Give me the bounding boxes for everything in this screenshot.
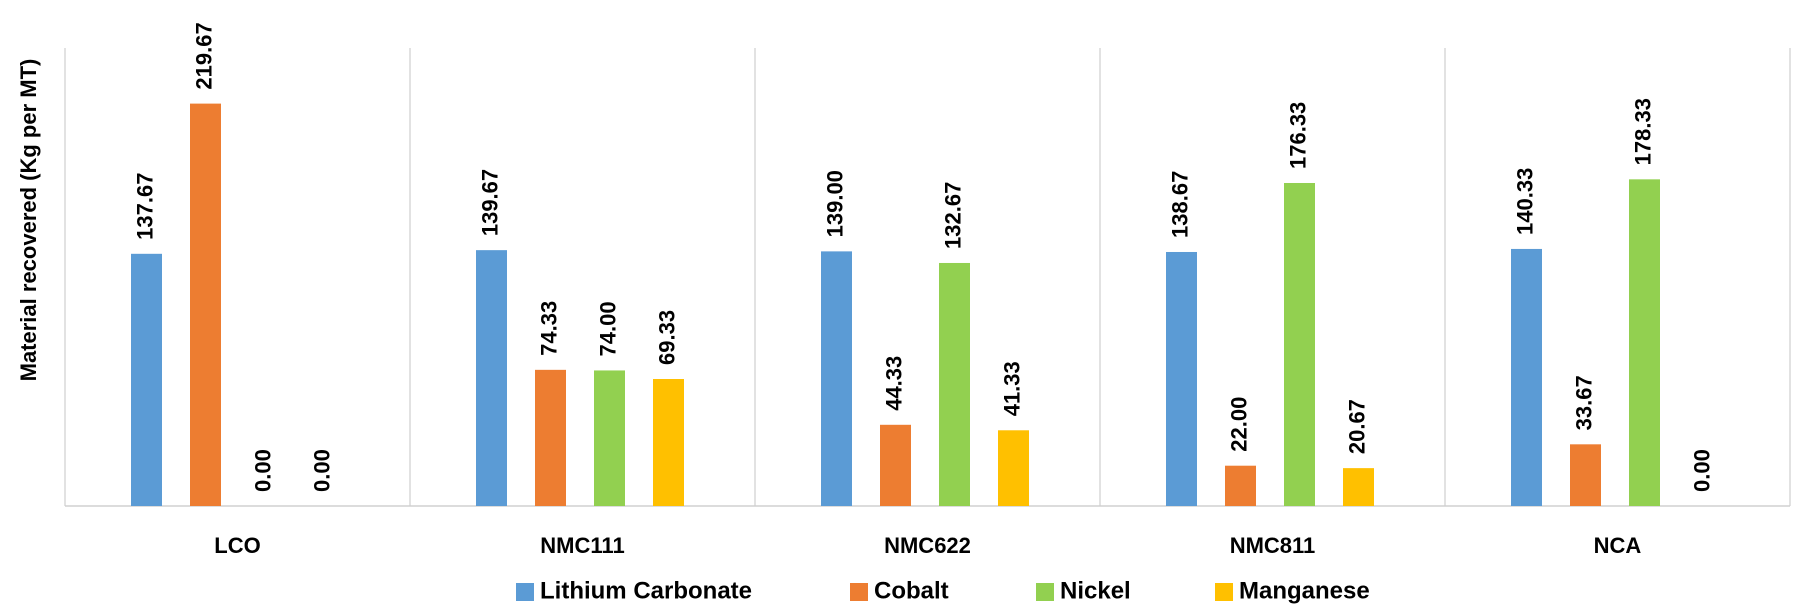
x-tick-label: NMC811 xyxy=(1230,533,1316,558)
bar-lithium-carbonate-nmc622 xyxy=(821,251,852,506)
data-label: 0.00 xyxy=(1689,449,1714,492)
x-tick-label: NCA xyxy=(1594,533,1642,558)
bar-manganese-nmc811 xyxy=(1343,468,1374,506)
x-tick-label: NMC622 xyxy=(884,533,971,558)
bar-nickel-nmc622 xyxy=(939,262,970,506)
legend-swatch xyxy=(516,583,534,601)
category-separators xyxy=(64,48,1791,506)
bar-lithium-carbonate-nmc811 xyxy=(1166,251,1197,506)
bar-lithium-carbonate-nca xyxy=(1511,248,1542,506)
data-label: 33.67 xyxy=(1571,375,1596,430)
data-labels-group: 137.67 219.67 0.00 0.00 139.67 74.33 74.00 69.3… xyxy=(132,22,1714,492)
data-label: 139.67 xyxy=(477,169,502,236)
data-label: 74.33 xyxy=(536,301,561,356)
bar-lithium-carbonate-nmc111 xyxy=(476,250,507,506)
bar-cobalt-lco xyxy=(190,103,221,507)
data-label: 0.00 xyxy=(309,449,334,492)
bar-cobalt-nmc111 xyxy=(535,369,566,506)
bar-cobalt-nmc811 xyxy=(1225,465,1256,506)
data-label: 176.33 xyxy=(1285,102,1310,169)
bars-group xyxy=(131,103,1660,507)
legend-swatch xyxy=(1215,583,1233,601)
data-label: 139.00 xyxy=(822,170,847,237)
data-label: 41.33 xyxy=(999,361,1024,416)
bar-cobalt-nmc622 xyxy=(880,424,911,506)
data-label: 69.33 xyxy=(654,310,679,365)
x-tick-label: LCO xyxy=(214,533,260,558)
data-label: 178.33 xyxy=(1630,98,1655,165)
data-label: 137.67 xyxy=(132,173,157,240)
bar-nickel-nca xyxy=(1629,179,1660,507)
bar-manganese-nmc622 xyxy=(998,430,1029,506)
bar-nickel-nmc111 xyxy=(594,370,625,506)
x-tick-label: NMC111 xyxy=(540,533,624,558)
data-label: 219.67 xyxy=(191,22,216,89)
legend-label: Cobalt xyxy=(874,577,949,604)
bar-nickel-nmc811 xyxy=(1284,182,1315,507)
bar-lithium-carbonate-lco xyxy=(131,253,162,506)
bar-cobalt-nca xyxy=(1570,444,1601,506)
data-label: 0.00 xyxy=(250,449,275,492)
legend-swatch xyxy=(1036,583,1054,601)
data-label: 132.67 xyxy=(940,182,965,249)
data-label: 138.67 xyxy=(1167,171,1192,238)
legend-label: Manganese xyxy=(1239,577,1370,604)
y-axis-label: Material recovered (Kg per MT) xyxy=(16,59,41,382)
legend-label: Nickel xyxy=(1060,577,1131,604)
legend: Lithium Carbonate Cobalt Nickel Manganese xyxy=(516,577,1370,604)
data-label: 20.67 xyxy=(1344,399,1369,454)
legend-swatch xyxy=(850,583,868,601)
data-label: 74.00 xyxy=(595,301,620,356)
legend-label: Lithium Carbonate xyxy=(540,577,752,604)
x-tick-labels-group: LCO NMC111 NMC622 NMC811 NCA xyxy=(214,533,1641,558)
data-label: 22.00 xyxy=(1226,397,1251,452)
data-label: 44.33 xyxy=(881,356,906,411)
data-label: 140.33 xyxy=(1512,168,1537,235)
bar-manganese-nmc111 xyxy=(653,379,684,506)
